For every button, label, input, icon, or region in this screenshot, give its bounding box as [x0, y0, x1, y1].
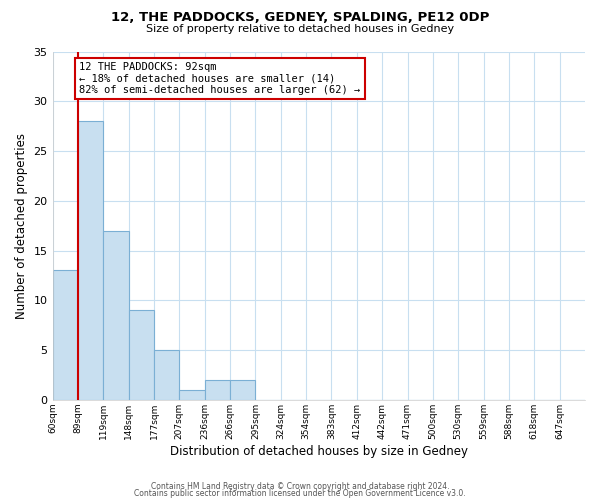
Bar: [230, 380, 256, 400]
Text: Contains HM Land Registry data © Crown copyright and database right 2024.: Contains HM Land Registry data © Crown c…: [151, 482, 449, 491]
X-axis label: Distribution of detached houses by size in Gedney: Distribution of detached houses by size …: [170, 444, 468, 458]
Bar: [103, 230, 128, 400]
Bar: [154, 350, 179, 400]
Bar: [78, 121, 103, 400]
Bar: [128, 310, 154, 400]
Bar: [53, 270, 78, 400]
Text: 12, THE PADDOCKS, GEDNEY, SPALDING, PE12 0DP: 12, THE PADDOCKS, GEDNEY, SPALDING, PE12…: [111, 11, 489, 24]
Text: 12 THE PADDOCKS: 92sqm
← 18% of detached houses are smaller (14)
82% of semi-det: 12 THE PADDOCKS: 92sqm ← 18% of detached…: [79, 62, 361, 95]
Text: Contains public sector information licensed under the Open Government Licence v3: Contains public sector information licen…: [134, 490, 466, 498]
Y-axis label: Number of detached properties: Number of detached properties: [15, 132, 28, 318]
Bar: [179, 390, 205, 400]
Text: Size of property relative to detached houses in Gedney: Size of property relative to detached ho…: [146, 24, 454, 34]
Bar: [205, 380, 230, 400]
